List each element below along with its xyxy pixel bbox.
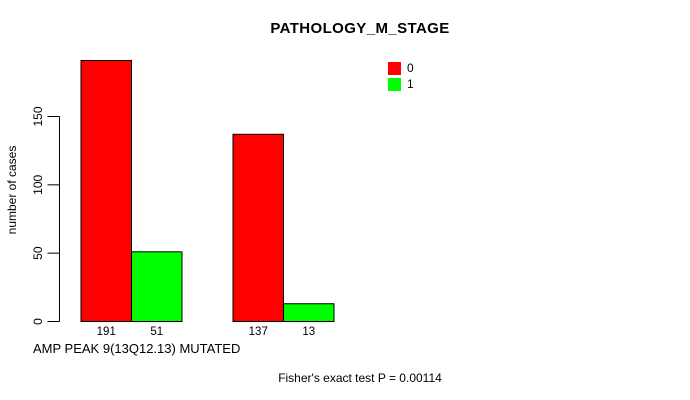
bar-value-label: 137: [249, 326, 268, 338]
legend-item-1: 1: [388, 76, 414, 91]
fisher-test-annotation: Fisher's exact test P = 0.00114: [278, 371, 442, 385]
bar-value-label: 13: [302, 326, 315, 338]
bar-series0-group1: [80, 59, 132, 322]
bar-value-label: 191: [97, 326, 116, 338]
x-axis-label: AMP PEAK 9(13Q12.13) MUTATED: [33, 341, 241, 356]
legend: 0 1: [388, 62, 414, 91]
chart-title: PATHOLOGY_M_STAGE: [270, 20, 450, 37]
y-tick-label: 50: [31, 246, 45, 260]
y-tick-label: 0: [31, 318, 45, 325]
y-tick-label: 150: [31, 106, 45, 126]
bar-series1-group1: [131, 251, 183, 322]
y-axis-label: number of cases: [5, 145, 19, 235]
bar-value-label: 51: [150, 326, 163, 338]
legend-label-0: 0: [407, 61, 414, 75]
y-tick-label: 100: [31, 175, 45, 195]
bar-series1-group2: [283, 303, 335, 323]
bar-series0-group2: [232, 133, 284, 322]
legend-swatch-green: [388, 77, 401, 91]
legend-label-1: 1: [407, 76, 414, 91]
legend-item-0: 0: [388, 62, 414, 75]
legend-swatch-red: [388, 62, 401, 75]
